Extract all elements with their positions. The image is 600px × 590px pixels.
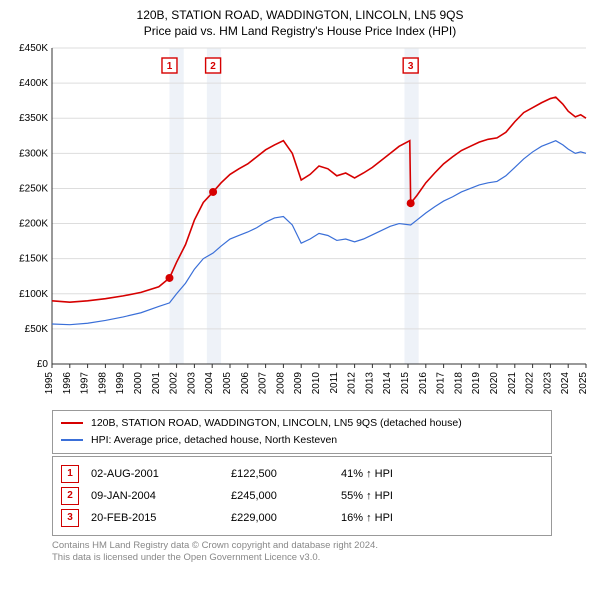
svg-text:2018: 2018 (453, 372, 464, 395)
event-delta: 55% ↑ HPI (341, 490, 543, 502)
svg-text:£50K: £50K (25, 324, 49, 335)
svg-text:2004: 2004 (204, 372, 215, 395)
event-price: £122,500 (231, 468, 341, 480)
legend: 120B, STATION ROAD, WADDINGTON, LINCOLN,… (52, 410, 552, 454)
event-price: £245,000 (231, 490, 341, 502)
svg-text:1999: 1999 (115, 372, 126, 395)
svg-text:2015: 2015 (400, 372, 411, 395)
svg-text:2019: 2019 (471, 372, 482, 395)
svg-text:2022: 2022 (525, 372, 536, 395)
footer-line-2: This data is licensed under the Open Gov… (52, 552, 590, 565)
legend-swatch (61, 439, 83, 441)
legend-item: 120B, STATION ROAD, WADDINGTON, LINCOLN,… (61, 415, 543, 432)
event-price: £229,000 (231, 512, 341, 524)
svg-text:2012: 2012 (347, 372, 358, 395)
page-subtitle: Price paid vs. HM Land Registry's House … (10, 24, 590, 38)
svg-text:2001: 2001 (151, 372, 162, 395)
svg-text:2016: 2016 (418, 372, 429, 395)
events-table: 1 02-AUG-2001£122,50041% ↑ HPI 2 09-JAN-200… (52, 456, 552, 536)
svg-text:£400K: £400K (19, 78, 48, 89)
svg-text:£250K: £250K (19, 183, 48, 194)
svg-text:2002: 2002 (169, 372, 180, 395)
svg-text:1998: 1998 (97, 372, 108, 395)
svg-text:1997: 1997 (80, 372, 91, 395)
svg-text:2017: 2017 (436, 372, 447, 395)
footer-line-1: Contains HM Land Registry data © Crown c… (52, 540, 590, 553)
svg-text:1996: 1996 (62, 372, 73, 395)
svg-text:2024: 2024 (560, 372, 571, 395)
svg-text:1: 1 (167, 61, 173, 72)
legend-item: HPI: Average price, detached house, Nort… (61, 432, 543, 449)
svg-text:£450K: £450K (19, 44, 48, 54)
event-marker-badge: 2 (61, 487, 79, 505)
svg-text:£350K: £350K (19, 113, 48, 124)
event-delta: 41% ↑ HPI (341, 468, 543, 480)
svg-text:2005: 2005 (222, 372, 233, 395)
svg-text:3: 3 (408, 61, 414, 72)
chart-area: £0 £50K £100K £150K £200K £250K £300K £350K £400… (10, 44, 590, 404)
event-date: 02-AUG-2001 (91, 468, 231, 480)
event-marker-badge: 1 (61, 465, 79, 483)
footer-attribution: Contains HM Land Registry data © Crown c… (52, 540, 590, 566)
svg-text:2013: 2013 (364, 372, 375, 395)
price-chart: £0 £50K £100K £150K £200K £250K £300K £350K £400… (10, 44, 590, 404)
svg-text:£100K: £100K (19, 289, 48, 300)
event-row: 3 20-FEB-2015£229,00016% ↑ HPI (61, 507, 543, 529)
legend-label: 120B, STATION ROAD, WADDINGTON, LINCOLN,… (91, 415, 462, 432)
event-delta: 16% ↑ HPI (341, 512, 543, 524)
svg-text:2008: 2008 (275, 372, 286, 395)
svg-text:2000: 2000 (133, 372, 144, 395)
event-row: 1 02-AUG-2001£122,50041% ↑ HPI (61, 463, 543, 485)
svg-text:2023: 2023 (542, 372, 553, 395)
svg-text:2025: 2025 (578, 372, 589, 395)
svg-text:£0: £0 (37, 359, 49, 370)
svg-text:£150K: £150K (19, 254, 48, 265)
svg-text:1995: 1995 (44, 372, 55, 395)
svg-text:2007: 2007 (258, 372, 269, 395)
svg-text:£200K: £200K (19, 219, 48, 230)
svg-text:2006: 2006 (240, 372, 251, 395)
svg-text:2020: 2020 (489, 372, 500, 395)
svg-text:2009: 2009 (293, 372, 304, 395)
svg-text:2014: 2014 (382, 372, 393, 395)
svg-text:2003: 2003 (186, 372, 197, 395)
event-marker-badge: 3 (61, 509, 79, 527)
svg-text:2010: 2010 (311, 372, 322, 395)
svg-text:£300K: £300K (19, 148, 48, 159)
svg-text:2: 2 (210, 61, 216, 72)
svg-text:2011: 2011 (329, 372, 340, 394)
event-date: 20-FEB-2015 (91, 512, 231, 524)
page-root: 120B, STATION ROAD, WADDINGTON, LINCOLN,… (0, 0, 600, 571)
event-date: 09-JAN-2004 (91, 490, 231, 502)
page-title: 120B, STATION ROAD, WADDINGTON, LINCOLN,… (10, 8, 590, 22)
legend-label: HPI: Average price, detached house, Nort… (91, 432, 337, 449)
event-row: 2 09-JAN-2004£245,00055% ↑ HPI (61, 485, 543, 507)
svg-text:2021: 2021 (507, 372, 518, 395)
legend-swatch (61, 422, 83, 424)
